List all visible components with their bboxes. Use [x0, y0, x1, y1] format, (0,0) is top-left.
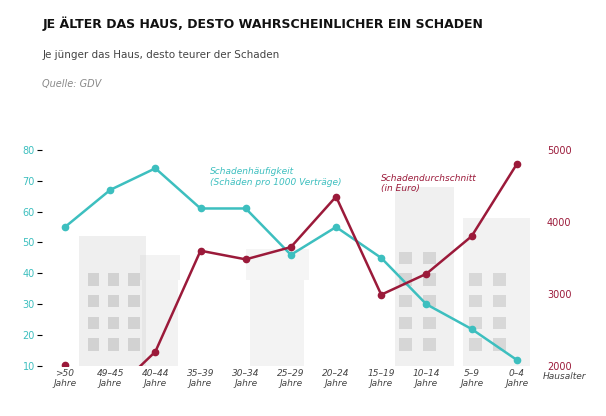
Text: Quelle: GDV: Quelle: GDV: [42, 79, 102, 89]
Bar: [399, 252, 412, 264]
Bar: [128, 273, 139, 286]
Text: Hausalter: Hausalter: [542, 372, 586, 381]
Bar: [469, 273, 482, 286]
Bar: [493, 338, 506, 351]
Bar: [79, 236, 146, 366]
Bar: [493, 317, 506, 329]
Text: Schadenhäufigkeit
(Schäden pro 1000 Verträge): Schadenhäufigkeit (Schäden pro 1000 Vert…: [210, 168, 341, 187]
Bar: [250, 280, 304, 366]
Bar: [469, 295, 482, 307]
Bar: [462, 218, 530, 366]
Bar: [108, 295, 119, 307]
Bar: [399, 273, 412, 286]
Bar: [423, 252, 436, 264]
Bar: [128, 338, 139, 351]
Bar: [399, 295, 412, 307]
Bar: [423, 317, 436, 329]
Bar: [142, 280, 178, 366]
Bar: [139, 255, 180, 280]
Bar: [423, 295, 436, 307]
Bar: [493, 273, 506, 286]
Bar: [128, 317, 139, 329]
Bar: [88, 338, 99, 351]
Bar: [108, 317, 119, 329]
Text: Schadendurchschnitt
(in Euro): Schadendurchschnitt (in Euro): [381, 173, 477, 193]
Bar: [88, 317, 99, 329]
Bar: [423, 273, 436, 286]
Bar: [469, 338, 482, 351]
Text: Je jünger das Haus, desto teurer der Schaden: Je jünger das Haus, desto teurer der Sch…: [42, 50, 280, 60]
Bar: [399, 317, 412, 329]
Bar: [423, 338, 436, 351]
Bar: [88, 295, 99, 307]
Bar: [88, 273, 99, 286]
Text: JE ÄLTER DAS HAUS, DESTO WAHRSCHEINLICHER EIN SCHADEN: JE ÄLTER DAS HAUS, DESTO WAHRSCHEINLICHE…: [42, 17, 484, 31]
Bar: [108, 273, 119, 286]
Bar: [108, 338, 119, 351]
Bar: [395, 187, 453, 366]
Bar: [493, 295, 506, 307]
Bar: [469, 317, 482, 329]
Bar: [245, 249, 309, 280]
Bar: [128, 295, 139, 307]
Bar: [399, 338, 412, 351]
